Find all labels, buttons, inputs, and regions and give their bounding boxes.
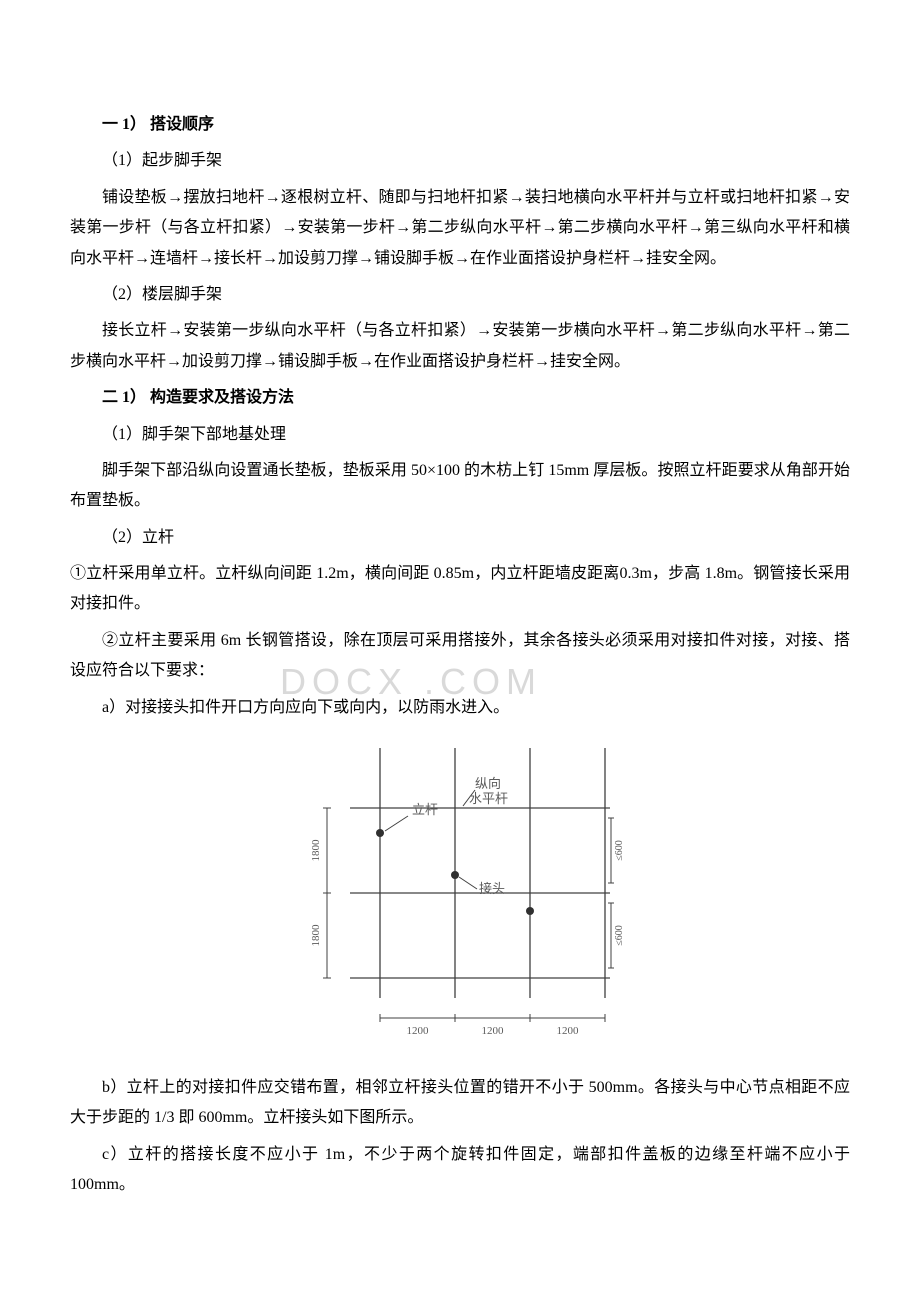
svg-text:接头: 接头 [479,881,505,896]
section1-p1-body: 铺设垫板→摆放扫地杆→逐根树立杆、随即与扫地杆扣紧→装扫地横向水平杆并与立杆或扫… [70,183,850,274]
svg-text:1800: 1800 [310,924,322,947]
section2-heading: 二 1） 构造要求及搭设方法 [70,383,850,413]
section1-p2-body: 接长立杆→安装第一步纵向水平杆（与各立杆扣紧）→安装第一步横向水平杆→第二步纵向… [70,316,850,377]
section1-heading: 一 1） 搭设顺序 [70,110,850,140]
section2-p1-label: （1）脚手架下部地基处理 [70,420,850,450]
svg-text:1800: 1800 [310,839,322,862]
section2-p2-c: c）立杆的搭接长度不应小于 1m，不少于两个旋转扣件固定，端部扣件盖板的边缘至杆… [70,1140,850,1201]
document-content: 一 1） 搭设顺序 （1）起步脚手架 铺设垫板→摆放扫地杆→逐根树立杆、随即与扫… [70,110,850,1201]
section2-p2-label: （2）立杆 [70,523,850,553]
svg-text:≤600: ≤600 [614,925,625,946]
svg-text:1200: 1200 [557,1025,580,1037]
section2-p2-body2: ②立杆主要采用 6m 长钢管搭设，除在顶层可采用搭接外，其余各接头必须采用对接扣… [70,626,850,687]
section2-p2-b: b）立杆上的对接扣件应交错布置，相邻立杆接头位置的错开不小于 500mm。各接头… [70,1073,850,1134]
diagram-container: 1800 1800 ≤600 ≤600 1200 1200 1200 立杆 纵向水平杆接头 [70,743,850,1043]
svg-text:1200: 1200 [407,1025,430,1037]
svg-text:立杆: 立杆 [412,802,438,817]
section2-p1-body: 脚手架下部沿纵向设置通长垫板，垫板采用 50×100 的木枋上钉 15mm 厚层… [70,456,850,517]
svg-text:纵向: 纵向 [475,776,501,791]
section1-p2-label: （2）楼层脚手架 [70,280,850,310]
section2-p2-a: a）对接接头扣件开口方向应向下或向内，以防雨水进入。 [70,693,850,723]
section1-p1-label: （1）起步脚手架 [70,146,850,176]
svg-text:水平杆: 水平杆 [469,791,508,806]
svg-text:≤600: ≤600 [614,840,625,861]
svg-text:1200: 1200 [482,1025,505,1037]
section2-p2-body1: ①立杆采用单立杆。立杆纵向间距 1.2m，横向间距 0.85m，内立杆距墙皮距离… [70,559,850,620]
scaffold-diagram: 1800 1800 ≤600 ≤600 1200 1200 1200 立杆 纵向水平杆接头 [295,743,625,1043]
